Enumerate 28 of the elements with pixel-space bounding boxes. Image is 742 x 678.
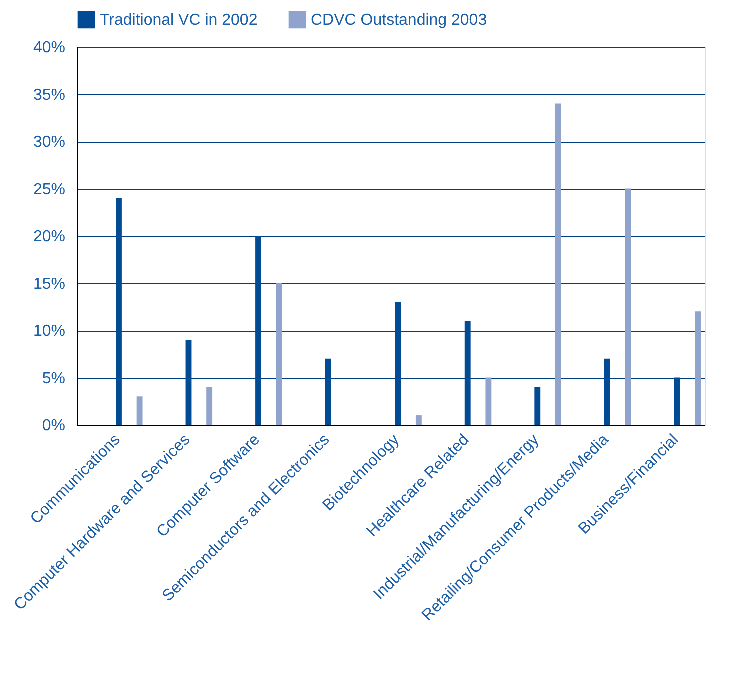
bar [186,340,192,425]
bar [604,358,610,425]
bar [136,396,143,425]
y-tick-label: 5% [42,370,66,388]
bar [256,236,262,425]
y-tick-label: 30% [33,134,66,151]
bar [325,358,332,425]
y-tick-label: 20% [33,228,66,246]
bar [464,321,471,425]
bar [534,387,541,425]
bar [206,387,213,425]
legend-label: Traditional VC in 2002 [100,12,258,29]
bar [695,312,701,425]
y-tick-label: 35% [33,86,66,104]
bar [674,378,680,425]
y-tick-label: 25% [33,181,66,198]
bar [556,104,562,425]
bar [486,378,492,425]
y-tick-label: 15% [33,276,66,293]
bar [625,188,632,425]
bar [276,283,282,425]
y-tick-label: 40% [33,40,66,56]
bar [416,416,422,425]
bar [116,198,122,425]
legend-label: CDVC Outstanding 2003 [311,12,488,29]
y-tick-label: 0% [42,418,66,434]
bar [395,302,402,425]
y-tick-label: 10% [33,323,66,340]
